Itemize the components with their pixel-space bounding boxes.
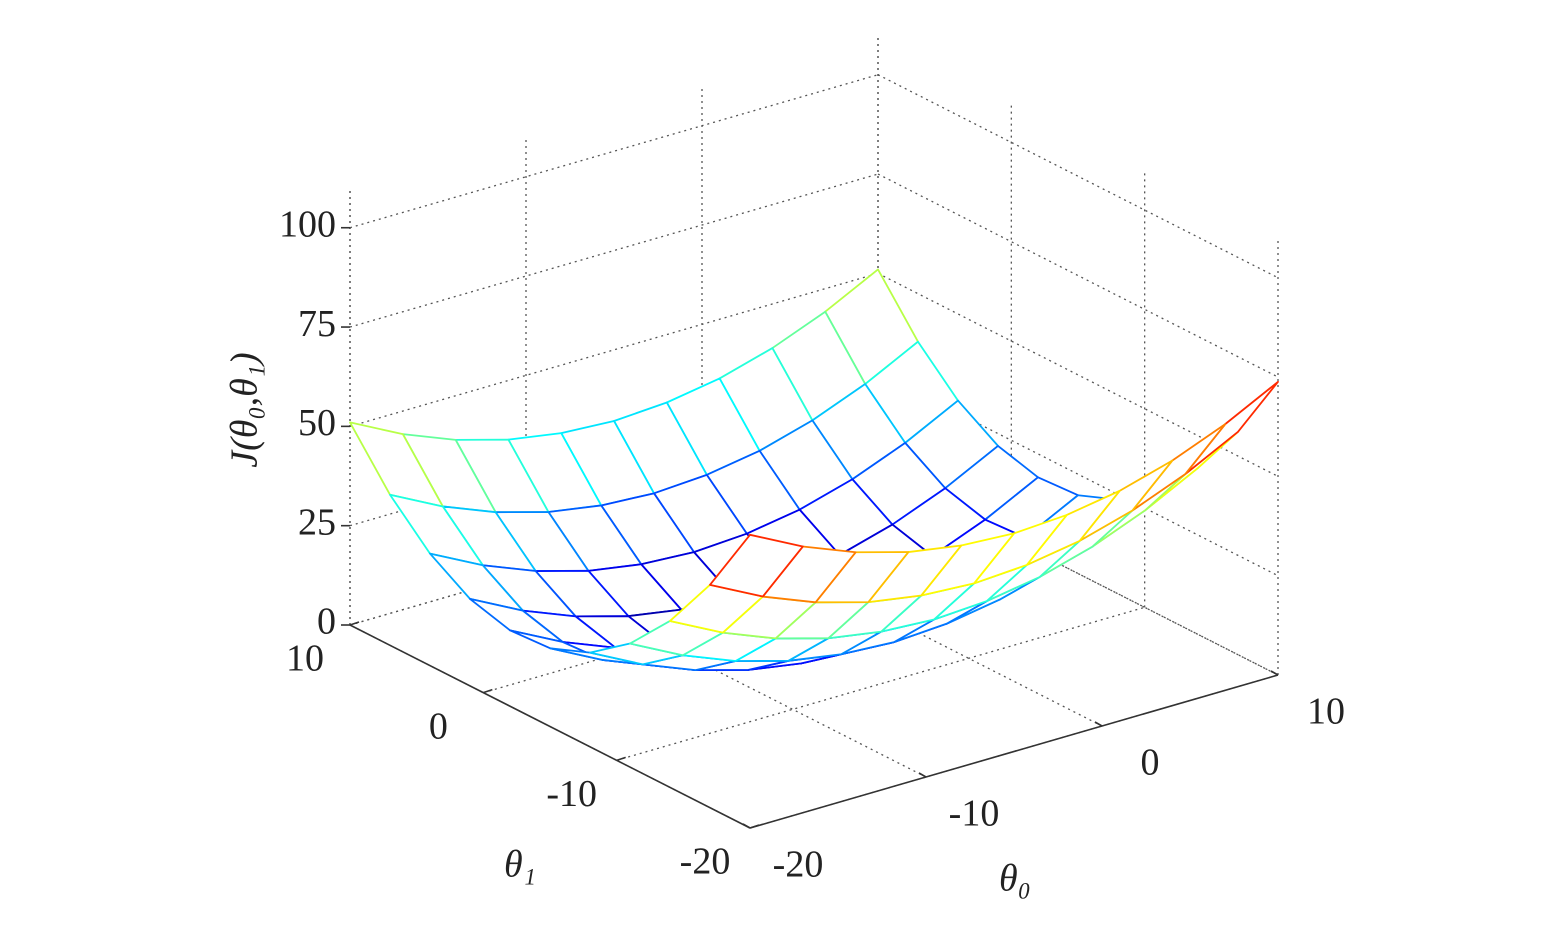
y-axis-label: θ₁ [504, 844, 536, 886]
y-tick-label: -10 [546, 773, 597, 815]
tick-mark [1270, 670, 1279, 676]
x-tick-label: 10 [1307, 691, 1345, 733]
mesh-cell [1131, 423, 1227, 512]
x-tick-label: -10 [949, 793, 1000, 835]
mesh-cell [709, 533, 804, 598]
grid-line [349, 74, 879, 229]
grid-line [483, 539, 1012, 694]
tick-mark [918, 772, 927, 778]
tick-mark [1094, 721, 1103, 727]
grid-line [877, 74, 1279, 279]
z-tick-label: 0 [317, 601, 336, 643]
z-tick-label: 100 [279, 203, 336, 245]
y-tick-label: 0 [429, 705, 448, 747]
tick-mark [616, 756, 626, 762]
mesh-cell [1184, 380, 1279, 476]
tick-mark [742, 823, 751, 829]
x-axis-label: θ₀ [999, 858, 1031, 900]
tick-mark [483, 688, 493, 694]
y-tick-label: 10 [286, 638, 324, 680]
grid-line [349, 471, 879, 626]
grid-line [877, 372, 1279, 577]
z-tick-label: 75 [298, 303, 336, 345]
grid-line [349, 173, 879, 328]
x-tick-label: -20 [773, 844, 824, 886]
grid-line [349, 272, 879, 427]
tick-mark [749, 824, 760, 829]
z-tick-label: 25 [298, 501, 336, 543]
z-tick-label: 50 [298, 402, 336, 444]
y-tick-label: -20 [680, 841, 731, 883]
grid-line [616, 606, 1145, 761]
x-tick-label: 0 [1141, 742, 1160, 784]
axis-line [749, 674, 1279, 829]
grid-line [877, 173, 1279, 378]
grid-line [877, 471, 1279, 676]
axis-line [349, 624, 751, 829]
z-axis-label: J(θ₀,θ₁) [224, 352, 266, 467]
tick-mark [349, 621, 360, 626]
